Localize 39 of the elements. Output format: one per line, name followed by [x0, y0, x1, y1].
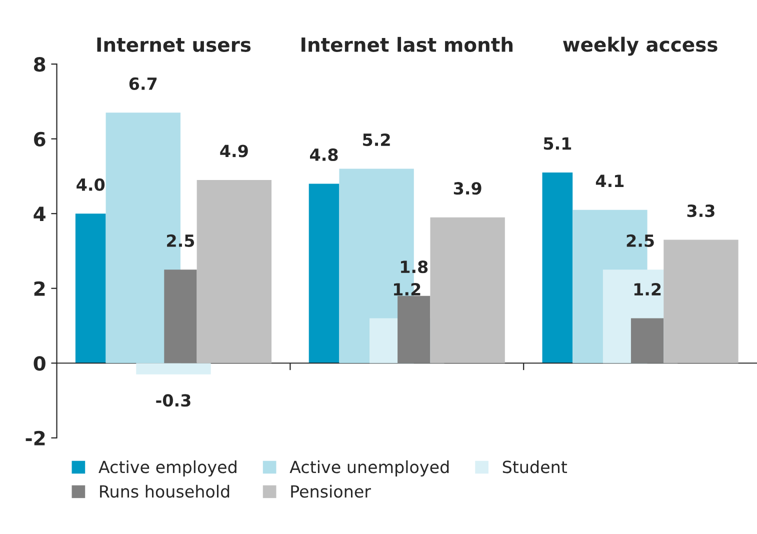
bar — [196, 180, 272, 364]
bar — [664, 240, 738, 364]
bar — [398, 296, 430, 364]
data-label: -0.3 — [156, 394, 190, 407]
data-label: 5.2 — [363, 133, 390, 146]
data-label: 6.7 — [129, 77, 157, 90]
data-label: 1.2 — [634, 282, 661, 296]
x-tick-label: weekly access — [563, 36, 718, 56]
y-tick-label: 2 — [34, 281, 45, 296]
data-label: 4.1 — [596, 174, 624, 187]
data-label: 1.2 — [394, 282, 420, 296]
legend-label: Pensioner — [291, 484, 372, 498]
x-tick-label: Internet last month — [302, 36, 513, 52]
data-label: 2.5 — [626, 234, 654, 247]
data-label: 4.9 — [220, 144, 248, 158]
legend-label: Active unemployed — [290, 460, 449, 476]
y-tick-label: -2 — [26, 430, 45, 446]
legend-label: Active employed — [98, 460, 236, 476]
legend-label: Student — [502, 460, 568, 474]
bar — [430, 217, 505, 364]
data-label: 3.3 — [687, 204, 714, 218]
y-tick-label: 4 — [34, 206, 46, 221]
y-tick-label: 0 — [34, 356, 46, 371]
data-label: 2.5 — [167, 234, 194, 247]
bar — [75, 214, 106, 364]
legend-label: Runs household — [100, 484, 230, 498]
data-label: 4.0 — [76, 178, 105, 191]
bar — [164, 270, 197, 364]
x-tick-label: Internet users — [97, 38, 251, 52]
bar — [542, 172, 573, 364]
bar — [630, 318, 664, 364]
data-label: 3.9 — [454, 182, 482, 195]
y-tick-label: 6 — [34, 132, 46, 147]
bar — [136, 363, 211, 374]
data-label: 4.8 — [310, 148, 338, 162]
data-label: 1.8 — [401, 260, 428, 274]
bar — [308, 184, 340, 364]
y-tick-label: 8 — [34, 57, 46, 72]
data-label: 5.1 — [544, 137, 572, 150]
